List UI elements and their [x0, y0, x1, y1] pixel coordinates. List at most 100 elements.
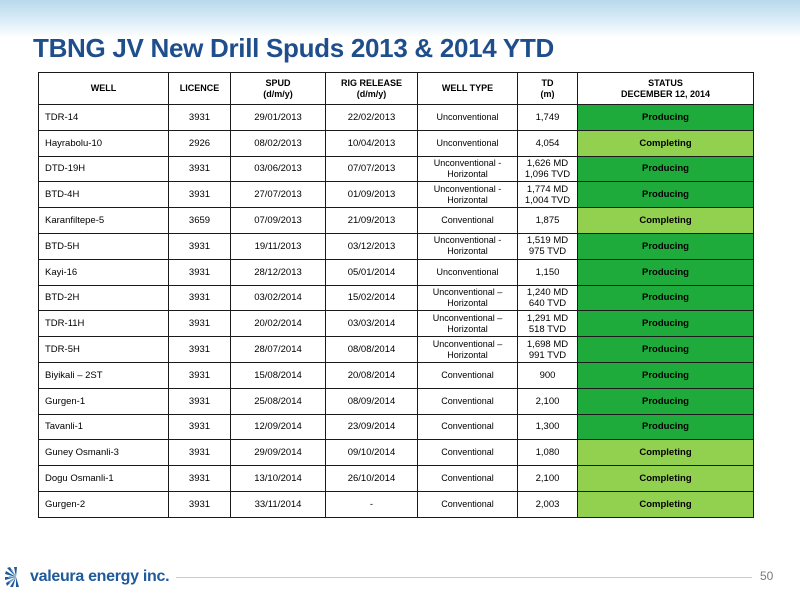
cell-status: Producing	[577, 387, 754, 415]
drill-spuds-table: WELL LICENCE SPUD (d/m/y) RIG RELEASE (d/m…	[38, 72, 754, 518]
cell-well-type: Unconventional - Horizontal	[417, 232, 518, 260]
header-gradient-band	[0, 0, 800, 38]
table-row: BTD-4H 3931 27/07/2013 01/09/2013 Unconventi…	[38, 181, 754, 209]
cell-td: 2,003	[517, 490, 578, 518]
cell-well: BTD-2H	[38, 284, 169, 312]
cell-licence: 3931	[168, 413, 231, 441]
cell-well-type: Conventional	[417, 361, 518, 389]
cell-well: BTD-5H	[38, 232, 169, 260]
cell-td: 1,240 MD 640 TVD	[517, 284, 578, 312]
cell-rig-release: 21/09/2013	[325, 207, 418, 234]
cell-spud: 33/11/2014	[230, 490, 326, 518]
cell-licence: 3931	[168, 439, 231, 467]
cell-rig-release: 08/09/2014	[325, 387, 418, 415]
cell-status: Producing	[577, 413, 754, 441]
table-row: BTD-5H 3931 19/11/2013 03/12/2013 Unconventi…	[38, 232, 754, 260]
header-rig-release: RIG RELEASE (d/m/y)	[325, 72, 418, 105]
cell-rig-release: 20/08/2014	[325, 361, 418, 389]
cell-td: 1,519 MD 975 TVD	[517, 232, 578, 260]
company-logo: valeura energy inc.	[4, 566, 170, 588]
header-well: WELL	[38, 72, 169, 105]
cell-rig-release: 08/08/2014	[325, 336, 418, 363]
cell-spud: 25/08/2014	[230, 387, 326, 415]
cell-well-type: Conventional	[417, 413, 518, 441]
cell-td: 1,875	[517, 207, 578, 234]
cell-well-type: Unconventional – Horizontal	[417, 336, 518, 363]
cell-well: Guney Osmanli-3	[38, 439, 169, 467]
cell-well: Dogu Osmanli-1	[38, 465, 169, 492]
cell-rig-release: -	[325, 490, 418, 518]
table-row: TDR-11H 3931 20/02/2014 03/03/2014 Unconvent…	[38, 310, 754, 338]
cell-rig-release: 01/09/2013	[325, 181, 418, 209]
table-row: Tavanli-1 3931 12/09/2014 23/09/2014 Convent…	[38, 413, 754, 441]
cell-spud: 19/11/2013	[230, 232, 326, 260]
cell-rig-release: 10/04/2013	[325, 129, 418, 157]
cell-status: Completing	[577, 465, 754, 492]
cell-td: 2,100	[517, 387, 578, 415]
cell-well: Karanfiltepe-5	[38, 207, 169, 234]
cell-td: 900	[517, 361, 578, 389]
footer-divider	[176, 577, 752, 578]
cell-well-type: Conventional	[417, 387, 518, 415]
cell-licence: 3931	[168, 232, 231, 260]
cell-spud: 08/02/2013	[230, 129, 326, 157]
cell-spud: 07/09/2013	[230, 207, 326, 234]
cell-rig-release: 22/02/2013	[325, 104, 418, 131]
cell-status: Producing	[577, 104, 754, 131]
cell-status: Completing	[577, 129, 754, 157]
cell-spud: 13/10/2014	[230, 465, 326, 492]
table-row: Kayi-16 3931 28/12/2013 05/01/2014 Unconvent…	[38, 258, 754, 286]
cell-rig-release: 23/09/2014	[325, 413, 418, 441]
page-number: 50	[760, 569, 774, 583]
cell-td: 2,100	[517, 465, 578, 492]
cell-spud: 03/02/2014	[230, 284, 326, 312]
cell-well-type: Unconventional	[417, 129, 518, 157]
header-status: STATUS DECEMBER 12, 2014	[577, 72, 754, 105]
cell-well: TDR-14	[38, 104, 169, 131]
cell-td: 1,080	[517, 439, 578, 467]
cell-licence: 3931	[168, 465, 231, 492]
cell-well: Gurgen-2	[38, 490, 169, 518]
cell-well: DTD-19H	[38, 155, 169, 183]
header-spud: SPUD (d/m/y)	[230, 72, 326, 105]
table-row: TDR-5H 3931 28/07/2014 08/08/2014 Unconventi…	[38, 336, 754, 363]
cell-td: 1,291 MD 518 TVD	[517, 310, 578, 338]
cell-td: 4,054	[517, 129, 578, 157]
table-row: Gurgen-2 3931 33/11/2014- Conventional 2,003…	[38, 490, 754, 518]
cell-well: TDR-11H	[38, 310, 169, 338]
cell-status: Producing	[577, 181, 754, 209]
cell-well-type: Conventional	[417, 207, 518, 234]
cell-licence: 3931	[168, 284, 231, 312]
cell-well-type: Unconventional – Horizontal	[417, 310, 518, 338]
cell-status: Producing	[577, 361, 754, 389]
cell-rig-release: 03/12/2013	[325, 232, 418, 260]
cell-spud: 28/12/2013	[230, 258, 326, 286]
cell-licence: 3931	[168, 490, 231, 518]
cell-well: Hayrabolu-10	[38, 129, 169, 157]
cell-td: 1,698 MD 991 TVD	[517, 336, 578, 363]
valeura-logo-icon	[5, 567, 19, 587]
cell-spud: 15/08/2014	[230, 361, 326, 389]
cell-licence: 3931	[168, 387, 231, 415]
cell-licence: 3931	[168, 336, 231, 363]
cell-td: 1,300	[517, 413, 578, 441]
cell-rig-release: 26/10/2014	[325, 465, 418, 492]
cell-well-type: Conventional	[417, 465, 518, 492]
cell-spud: 20/02/2014	[230, 310, 326, 338]
header-licence: LICENCE	[168, 72, 231, 105]
cell-td: 1,150	[517, 258, 578, 286]
cell-rig-release: 15/02/2014	[325, 284, 418, 312]
table-row: Hayrabolu-10 2926 08/02/2013 10/04/2013 Unco…	[38, 129, 754, 157]
cell-status: Producing	[577, 258, 754, 286]
cell-spud: 12/09/2014	[230, 413, 326, 441]
table-header-row: WELL LICENCE SPUD (d/m/y) RIG RELEASE (d/m…	[38, 72, 754, 105]
cell-status: Completing	[577, 207, 754, 234]
cell-status: Producing	[577, 155, 754, 183]
cell-well-type: Conventional	[417, 490, 518, 518]
table-body: TDR-14 3931 29/01/2013 22/02/2013 Unconventi…	[38, 104, 754, 518]
cell-status: Producing	[577, 310, 754, 338]
cell-licence: 2926	[168, 129, 231, 157]
cell-well-type: Unconventional	[417, 258, 518, 286]
cell-td: 1,626 MD 1,096 TVD	[517, 155, 578, 183]
slide-title: TBNG JV New Drill Spuds 2013 & 2014 YTD	[33, 33, 555, 63]
